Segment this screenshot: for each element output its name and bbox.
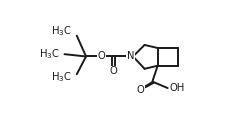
- Text: O: O: [110, 66, 118, 76]
- Text: O: O: [98, 52, 105, 62]
- Text: $\mathregular{H_3C}$: $\mathregular{H_3C}$: [51, 70, 72, 84]
- Text: $\mathregular{H_3C}$: $\mathregular{H_3C}$: [39, 47, 60, 61]
- Text: O: O: [137, 85, 144, 95]
- Text: OH: OH: [170, 83, 185, 93]
- Text: $\mathregular{H_3C}$: $\mathregular{H_3C}$: [51, 24, 72, 38]
- Text: N: N: [127, 52, 134, 62]
